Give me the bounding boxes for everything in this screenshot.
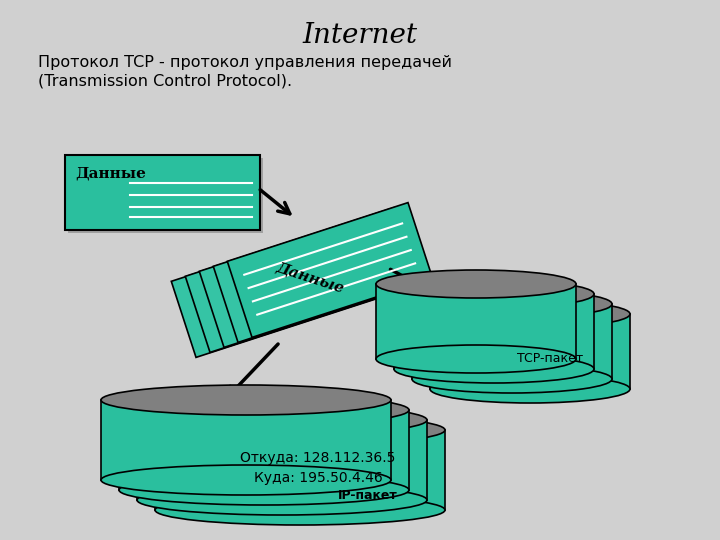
Text: TCP-пакет: TCP-пакет: [517, 353, 583, 366]
Ellipse shape: [430, 375, 630, 403]
Bar: [155, 430, 445, 510]
Bar: [430, 314, 630, 389]
Bar: [185, 218, 391, 353]
Bar: [199, 213, 405, 347]
Bar: [376, 284, 576, 359]
Bar: [171, 222, 377, 357]
Ellipse shape: [394, 355, 594, 383]
Text: Данные: Данные: [75, 166, 146, 180]
Ellipse shape: [101, 385, 391, 415]
Ellipse shape: [376, 270, 576, 298]
Ellipse shape: [155, 495, 445, 525]
Ellipse shape: [119, 395, 409, 425]
Bar: [119, 410, 409, 490]
Bar: [65, 155, 260, 230]
Ellipse shape: [376, 345, 576, 373]
Bar: [68, 158, 263, 233]
Text: Протокол TCP - протокол управления передачей: Протокол TCP - протокол управления перед…: [38, 55, 452, 70]
Text: IP-пакет: IP-пакет: [338, 489, 398, 502]
Ellipse shape: [394, 280, 594, 308]
Text: Откуда: 128.112.36.5: Откуда: 128.112.36.5: [240, 451, 396, 465]
Ellipse shape: [137, 405, 427, 435]
Bar: [228, 202, 433, 338]
Ellipse shape: [101, 465, 391, 495]
Ellipse shape: [119, 475, 409, 505]
Text: (Transmission Control Protocol).: (Transmission Control Protocol).: [38, 74, 292, 89]
Ellipse shape: [412, 290, 612, 318]
Bar: [412, 304, 612, 379]
Text: Internet: Internet: [302, 22, 418, 49]
Ellipse shape: [155, 415, 445, 445]
Ellipse shape: [430, 300, 630, 328]
Bar: [101, 400, 391, 480]
Bar: [137, 420, 427, 500]
Ellipse shape: [137, 485, 427, 515]
Text: Данные: Данные: [274, 260, 346, 295]
Bar: [394, 294, 594, 369]
Ellipse shape: [412, 365, 612, 393]
Bar: [213, 207, 419, 342]
Text: Куда: 195.50.4.46: Куда: 195.50.4.46: [253, 471, 382, 485]
